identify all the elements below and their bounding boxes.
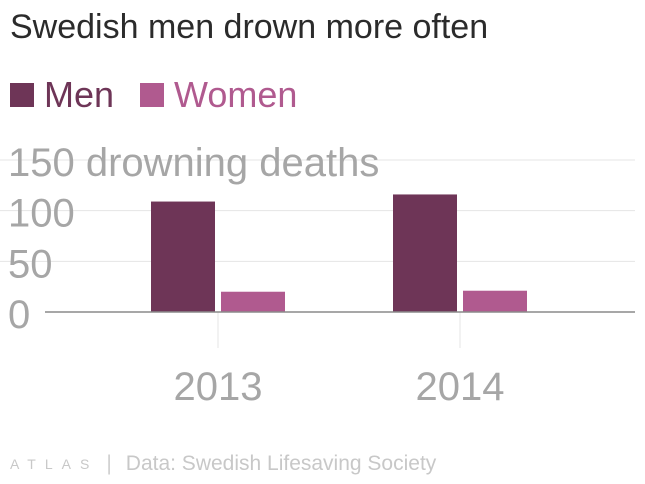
bar-chart: 150 drowning deaths 100 50 0 2013 2014: [0, 141, 635, 409]
bar-women-2013: [221, 291, 285, 312]
legend: Men Women: [10, 74, 323, 116]
chart-title: Swedish men drown more often: [10, 8, 489, 46]
y-tick-label: 50: [8, 242, 53, 286]
legend-swatch-men: [10, 83, 34, 107]
y-tick-label: 150 drowning deaths: [8, 141, 379, 185]
legend-item-men: Men: [10, 74, 114, 116]
bar-women-2014: [463, 290, 527, 312]
footer-separator: |: [106, 452, 112, 475]
footer: ATLAS | Data: Swedish Lifesaving Society: [10, 452, 436, 476]
y-tick-label: 100: [8, 192, 75, 236]
legend-label-women: Women: [174, 74, 298, 115]
atlas-logo: ATLAS: [10, 456, 99, 472]
legend-swatch-women: [140, 83, 165, 107]
x-tick-label: 2014: [416, 365, 505, 409]
legend-item-women: Women: [140, 74, 297, 116]
y-tick-label: 0: [8, 293, 30, 337]
x-tick-label: 2013: [174, 365, 263, 409]
source-note: Data: Swedish Lifesaving Society: [125, 452, 437, 475]
bar-men-2013: [151, 201, 215, 312]
legend-label-men: Men: [44, 74, 115, 115]
bar-men-2014: [393, 194, 457, 312]
